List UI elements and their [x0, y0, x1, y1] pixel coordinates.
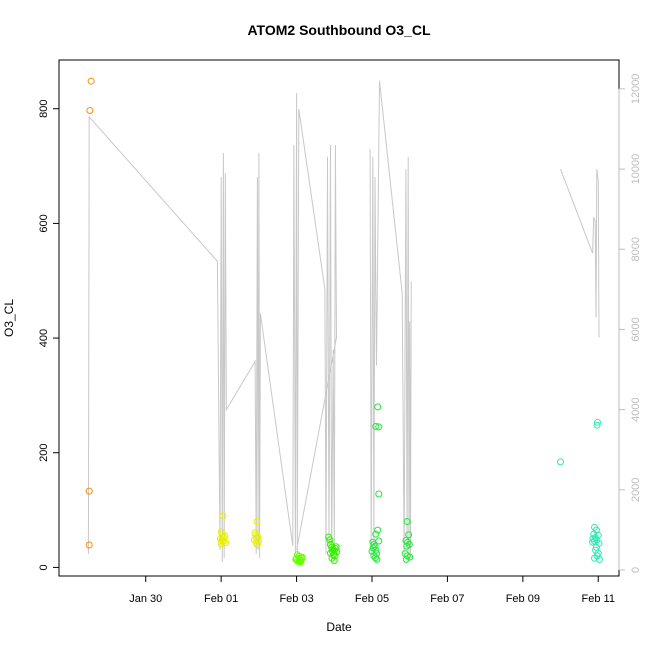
y2-tick-label-6000: 6000 [630, 317, 642, 341]
y2-tick-label-2000: 2000 [630, 478, 642, 502]
x-tick-label-0: Jan 30 [129, 593, 162, 605]
data-point-s0-0 [87, 77, 95, 85]
x-tick-label-1: Feb 01 [204, 593, 238, 605]
data-point-s3-13 [330, 557, 338, 564]
data-point-s5-1 [594, 418, 601, 426]
data-point-s5-18 [592, 543, 600, 551]
data-point-s4-4 [374, 526, 382, 534]
y2-tick-label-10000: 10000 [630, 154, 642, 185]
y-tick-label-0: 0 [38, 564, 50, 570]
data-point-s4-17 [403, 518, 411, 525]
y-tick-label-400: 400 [38, 329, 50, 347]
data-point-s5-11 [589, 538, 597, 546]
left-axis: 0 200 400 600 800 [38, 100, 60, 570]
data-point-s5-17 [595, 555, 603, 563]
y-tick-label-600: 600 [38, 214, 50, 232]
y2-tick-label-8000: 8000 [630, 237, 642, 261]
data-point-s3-1 [326, 536, 334, 544]
data-point-s0-2 [85, 487, 93, 495]
x-tick-label-2: Feb 03 [279, 593, 313, 605]
y2-tick-label-12000: 12000 [630, 74, 642, 105]
x-tick-label-6: Feb 11 [582, 593, 615, 605]
line-layer [87, 80, 600, 563]
x-tick-label-5: Feb 09 [506, 593, 540, 605]
data-point-s4-1 [372, 422, 380, 430]
x-axis-label: Date [326, 620, 352, 634]
y-tick-label-200: 200 [38, 444, 50, 462]
data-point-s4-26 [402, 555, 410, 563]
chart-title: ATOM2 Southbound O3_CL [247, 22, 430, 38]
data-point-s4-3 [375, 490, 383, 498]
data-point-s3-14 [332, 543, 340, 551]
data-point-s4-0 [374, 403, 382, 411]
point-layer [85, 77, 603, 566]
data-point-s1-13 [252, 531, 260, 539]
data-point-s5-16 [591, 554, 598, 562]
data-point-s1-11 [253, 518, 261, 525]
right-axis: 0 2000 4000 6000 8000 10000 12000 [618, 74, 642, 573]
data-point-s1-0 [219, 512, 227, 520]
line-segment-1 [369, 80, 412, 559]
bottom-axis: Jan 30 Feb 01 Feb 03 Feb 05 Feb 07 Feb 09 Feb … [129, 575, 615, 605]
data-point-s5-0 [557, 458, 564, 466]
data-point-s4-18 [405, 531, 413, 539]
data-point-s1-19 [253, 541, 261, 548]
data-point-s4-22 [403, 542, 411, 550]
y2-tick-label-4000: 4000 [630, 397, 642, 421]
line-segment-0 [87, 92, 338, 563]
data-point-s0-3 [85, 541, 93, 549]
data-point-s5-2 [593, 421, 601, 429]
x-tick-label-3: Feb 05 [355, 593, 389, 605]
data-point-s1-10 [217, 540, 225, 548]
x-tick-label-4: Feb 07 [430, 593, 464, 605]
data-point-s4-5 [372, 530, 380, 538]
y2-tick-label-0: 0 [630, 567, 642, 573]
data-point-s2-11 [298, 553, 306, 561]
data-point-s4-9 [371, 542, 379, 550]
data-point-s2-10 [292, 555, 300, 563]
y-axis-label: O3_CL [2, 299, 16, 337]
data-point-s4-16 [373, 555, 381, 563]
data-point-s1-9 [222, 539, 230, 547]
data-point-s4-2 [375, 423, 383, 431]
plot-frame [58, 59, 620, 577]
line-segment-2 [560, 168, 600, 338]
y-tick-label-800: 800 [38, 100, 50, 118]
data-point-s3-12 [328, 554, 336, 562]
data-point-s0-1 [86, 107, 94, 114]
data-point-s1-18 [252, 539, 260, 547]
data-point-s5-5 [590, 530, 598, 538]
data-point-s4-15 [371, 554, 379, 562]
